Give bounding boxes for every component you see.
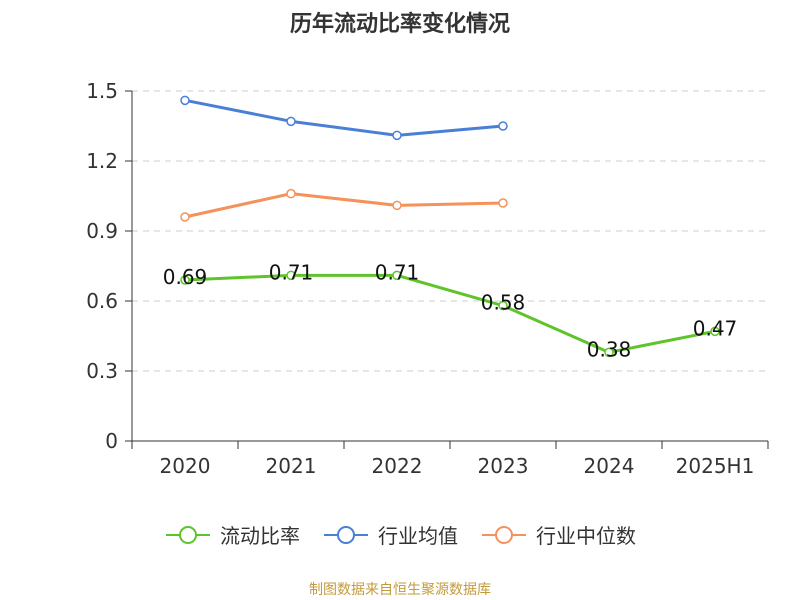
- x-tick-label: 2022: [372, 454, 423, 478]
- data-label: 0.38: [587, 337, 632, 361]
- data-point: [498, 121, 508, 131]
- legend-label: 行业中位数: [536, 524, 636, 548]
- data-label: 0.58: [481, 291, 526, 315]
- data-label: 0.71: [375, 260, 420, 284]
- series-line: [184, 98, 504, 137]
- x-tick-label: 2025H1: [676, 454, 755, 478]
- data-point: [180, 95, 190, 106]
- y-tick-label: 0.3: [86, 359, 118, 383]
- data-point: [392, 200, 402, 211]
- series-line: [184, 192, 504, 219]
- legend-label: 行业均值: [378, 524, 458, 548]
- y-tick-label: 0.6: [86, 289, 118, 313]
- data-point: [286, 188, 296, 199]
- data-point: [604, 347, 614, 358]
- x-tick-label: 2020: [160, 454, 211, 478]
- legend-item-industry-median[interactable]: 行业中位数: [480, 520, 636, 549]
- data-label: 0.47: [693, 316, 738, 340]
- legend: 流动比率 行业均值 行业中位数: [0, 520, 800, 549]
- legend-marker-icon: [166, 525, 210, 544]
- data-point: [286, 270, 296, 281]
- x-tick-label: 2023: [478, 454, 529, 478]
- y-tick-label: 0.9: [86, 219, 118, 243]
- chart-title: 历年流动比率变化情况: [289, 12, 510, 37]
- data-point: [710, 326, 720, 337]
- legend-marker-icon: [324, 525, 368, 544]
- series-line: [184, 273, 716, 354]
- y-tick-label: 1.2: [86, 149, 118, 173]
- data-point: [392, 270, 402, 281]
- data-point: [180, 212, 190, 222]
- data-point: [286, 116, 296, 127]
- y-tick-label: 1.5: [86, 79, 118, 103]
- legend-item-current-ratio[interactable]: 流动比率: [164, 520, 300, 549]
- legend-marker-icon: [482, 525, 526, 544]
- y-tick-label: 0: [105, 429, 118, 453]
- x-tick-label: 2024: [584, 454, 635, 478]
- data-label: 0.69: [163, 265, 208, 289]
- data-label: 0.71: [269, 260, 314, 284]
- data-point: [498, 300, 508, 311]
- legend-label: 流动比率: [220, 524, 300, 548]
- legend-item-industry-mean[interactable]: 行业均值: [322, 520, 458, 549]
- data-point: [392, 130, 402, 141]
- source-note: 制图数据来自恒生聚源数据库: [309, 582, 491, 598]
- data-point: [180, 275, 190, 285]
- x-tick-label: 2021: [266, 454, 317, 478]
- data-point: [498, 198, 508, 208]
